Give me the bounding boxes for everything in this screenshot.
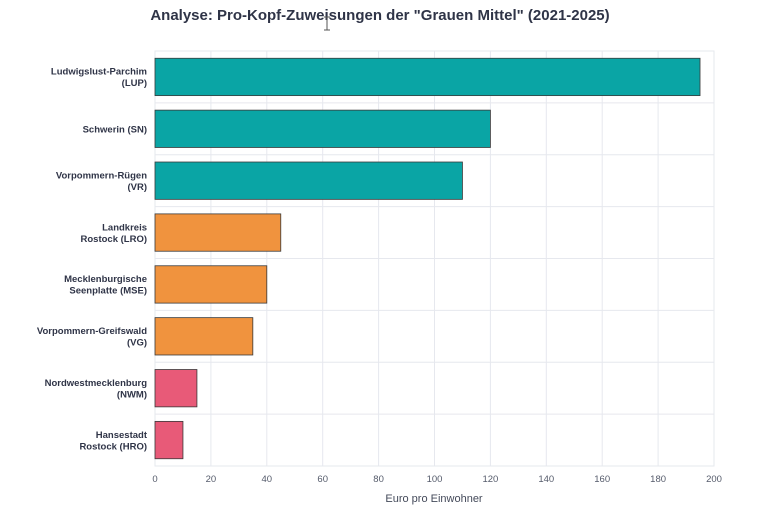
category-label: Vorpommern-Greifswald (VG)	[37, 326, 147, 349]
category-label: Hansestadt Rostock (HRO)	[79, 430, 147, 453]
bar	[154, 317, 254, 356]
x-tick-label: 20	[206, 474, 217, 485]
x-tick-label: 180	[650, 474, 666, 485]
grid	[154, 50, 715, 467]
x-tick-label: 80	[373, 474, 384, 485]
category-label: Schwerin (SN)	[83, 124, 147, 135]
x-tick-label: 160	[594, 474, 610, 485]
bar	[154, 420, 184, 460]
x-axis-title: Euro pro Einwohner	[385, 493, 483, 505]
category-label: Landkreis Rostock (LRO)	[81, 222, 148, 245]
x-tick-label: 100	[427, 474, 443, 485]
text-cursor-icon	[324, 16, 330, 31]
bar	[154, 369, 198, 408]
x-tick-label: 120	[482, 474, 498, 485]
category-label: Mecklenburgische Seenplatte (MSE)	[64, 274, 147, 297]
category-label: Vorpommern-Rügen (VR)	[56, 170, 147, 193]
bar	[154, 265, 268, 304]
x-tick-label: 140	[538, 474, 554, 485]
x-tick-label: 40	[262, 474, 273, 485]
bar	[154, 161, 463, 200]
x-tick-label: 200	[706, 474, 722, 485]
x-tick-label: 60	[317, 474, 328, 485]
bar	[154, 109, 491, 148]
bar	[154, 213, 282, 252]
category-labels: Ludwigslust-Parchim (LUP) Schwerin (SN) Vor…	[37, 67, 148, 453]
x-tick-label: 0	[152, 474, 157, 485]
chart-title: Analyse: Pro-Kopf-Zuweisungen der "Graue…	[150, 7, 609, 24]
bar	[154, 57, 701, 97]
x-axis-ticks: 0 20 40 60 80 100 120 140 160 180 200	[152, 474, 722, 485]
category-label: Nordwestmecklenburg (NWM)	[45, 378, 148, 401]
bars	[154, 57, 701, 460]
category-label: Ludwigslust-Parchim (LUP)	[51, 67, 147, 90]
